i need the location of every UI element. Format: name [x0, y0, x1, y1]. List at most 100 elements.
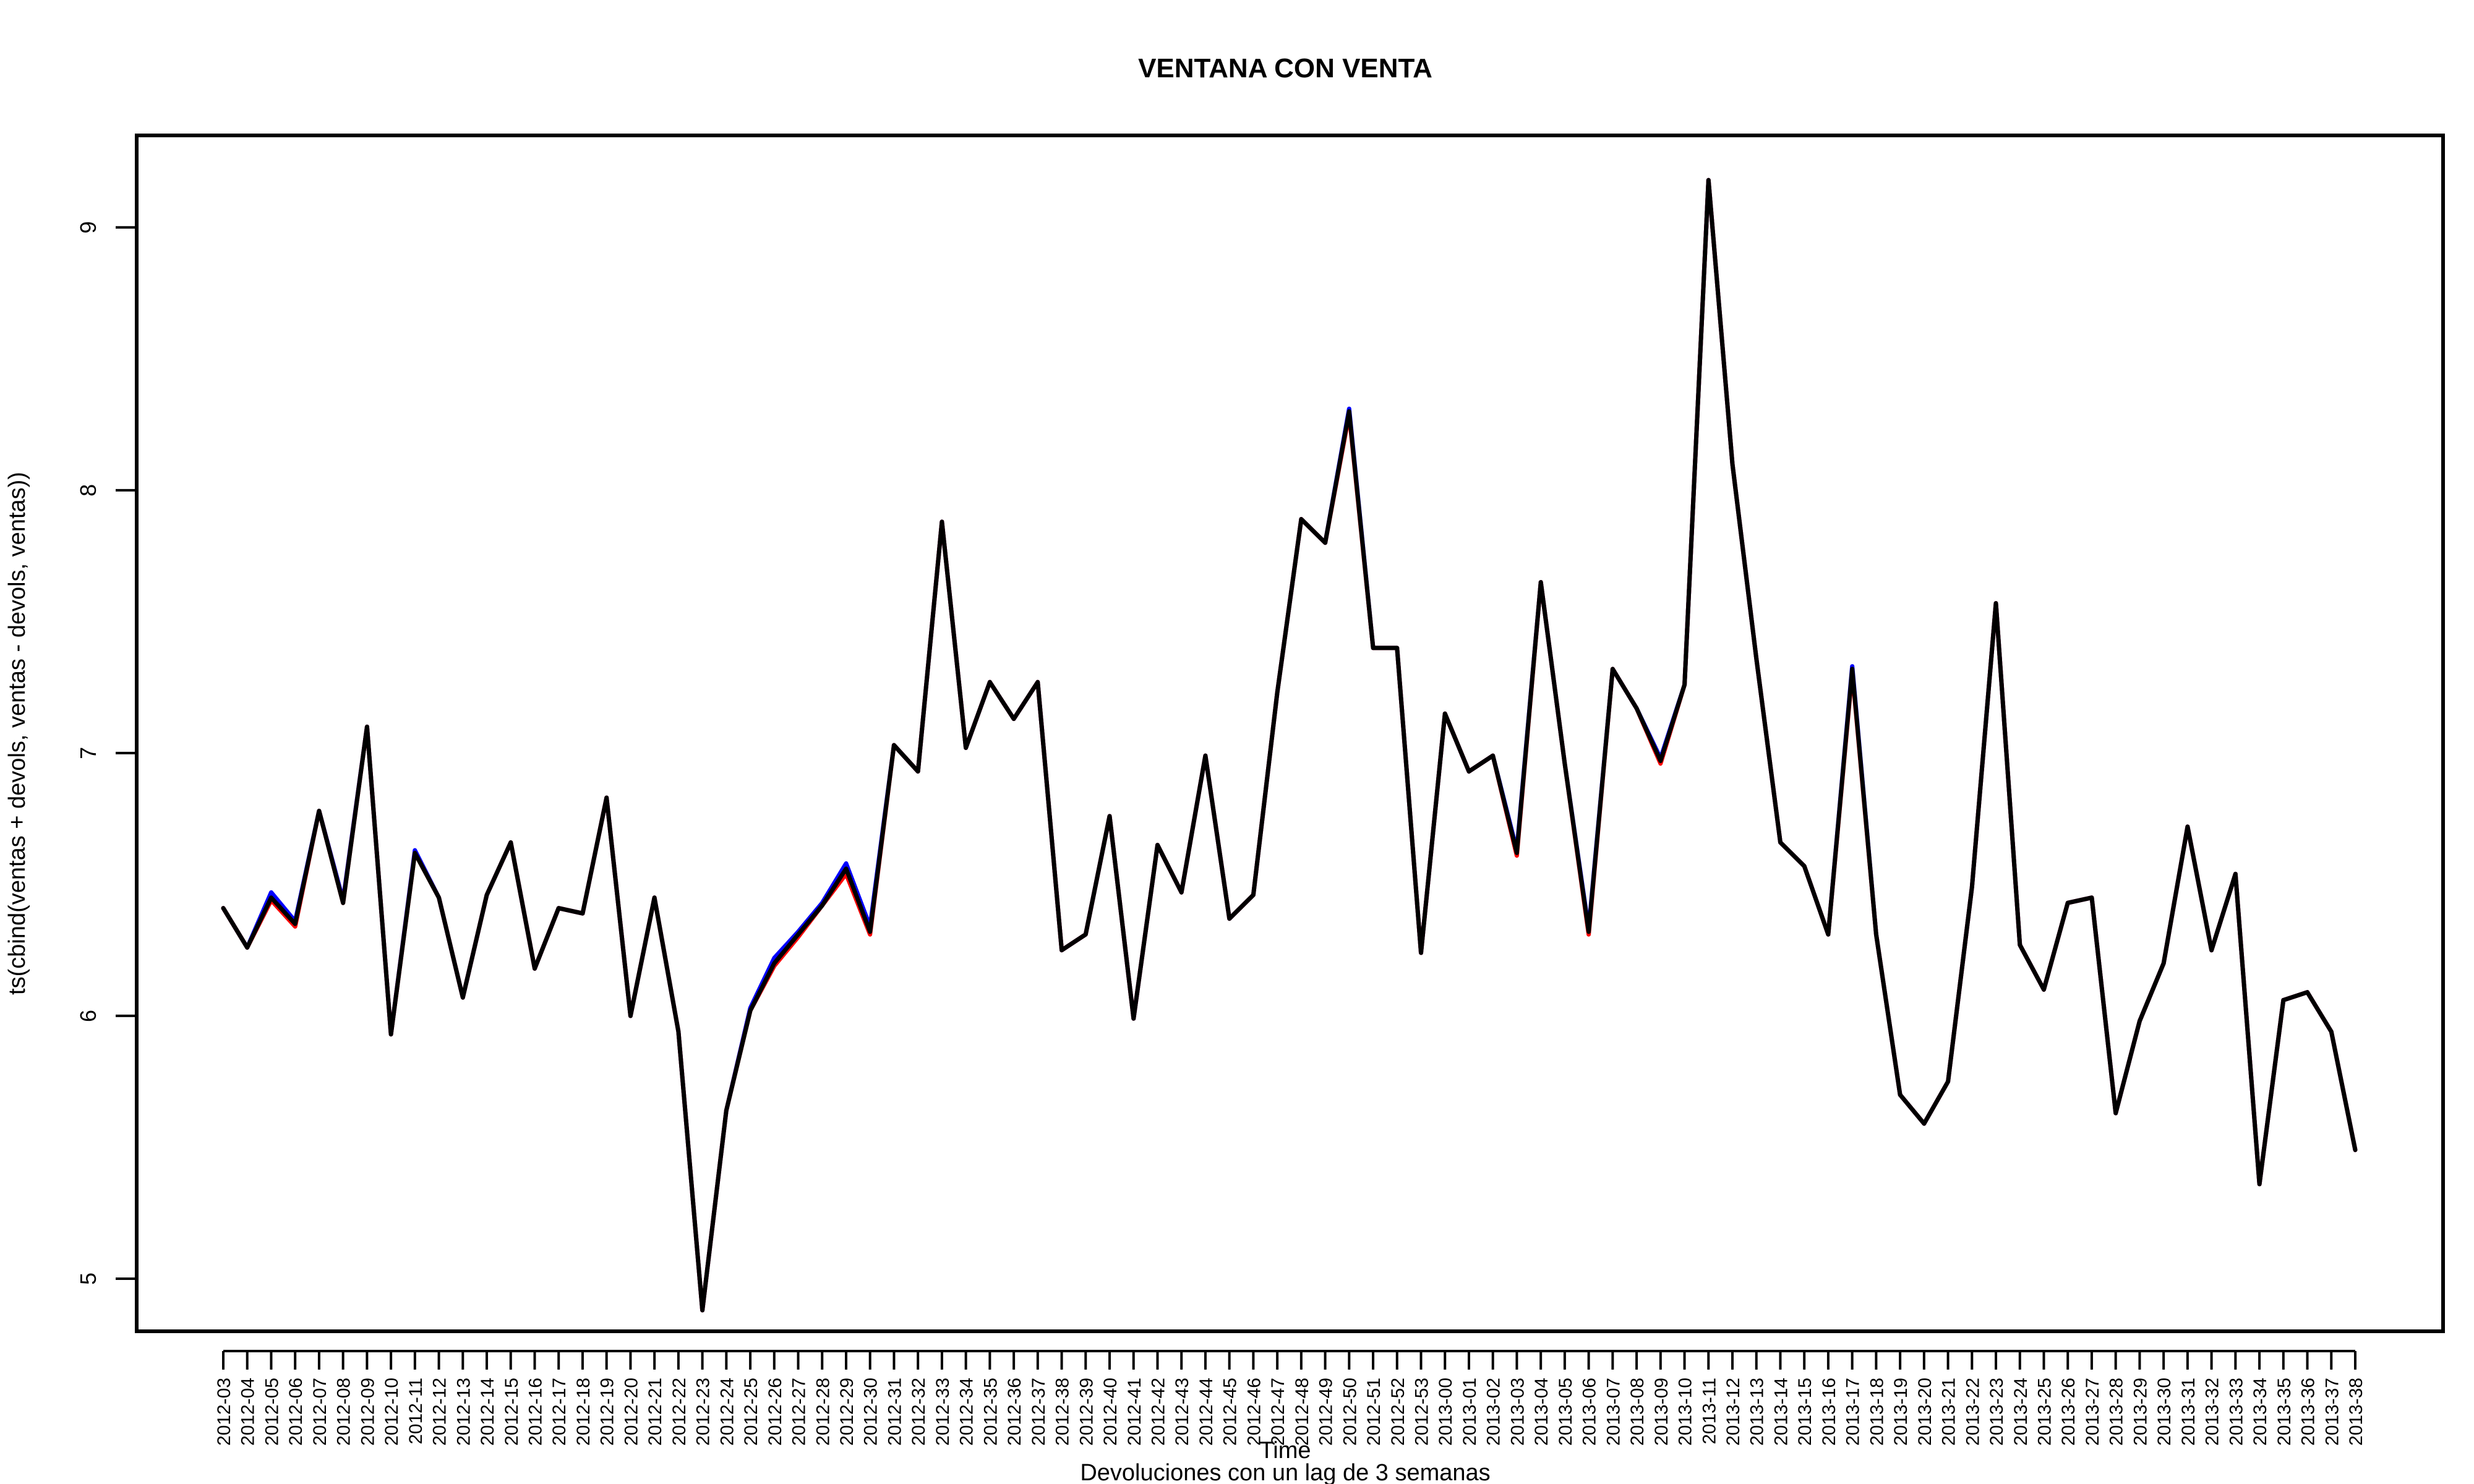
x-tick-label: 2012-31	[884, 1378, 905, 1446]
x-tick-label: 2012-09	[357, 1378, 378, 1446]
x-tick-label: 2013-11	[1699, 1378, 1719, 1444]
x-tick-label: 2012-28	[813, 1378, 833, 1446]
x-tick-label: 2013-22	[1963, 1378, 1983, 1446]
x-tick-label: 2013-01	[1460, 1378, 1480, 1446]
x-tick-label: 2012-50	[1340, 1378, 1360, 1446]
y-tick-label: 5	[75, 1273, 101, 1285]
x-tick-label: 2012-42	[1148, 1378, 1168, 1446]
x-tick-label: 2013-20	[1915, 1378, 1935, 1446]
x-tick-label: 2012-47	[1268, 1378, 1288, 1446]
x-tick-label: 2012-13	[453, 1378, 474, 1446]
x-tick-label: 2013-33	[2226, 1378, 2246, 1446]
x-tick-label: 2012-44	[1196, 1378, 1217, 1446]
x-tick-label: 2013-27	[2082, 1378, 2103, 1446]
x-tick-label: 2012-26	[765, 1378, 785, 1446]
x-tick-label: 2012-19	[597, 1378, 618, 1446]
x-tick-label: 2013-02	[1484, 1378, 1504, 1446]
x-tick-label: 2012-38	[1053, 1378, 1073, 1446]
x-tick-label: 2012-40	[1100, 1378, 1121, 1446]
x-tick-label: 2013-29	[2130, 1378, 2151, 1446]
x-tick-label: 2012-23	[693, 1378, 714, 1446]
x-tick-label: 2012-05	[262, 1378, 282, 1446]
x-tick-label: 2012-04	[238, 1378, 259, 1446]
x-tick-label: 2012-22	[669, 1378, 690, 1446]
x-tick-label: 2012-17	[549, 1378, 570, 1446]
x-tick-label: 2013-32	[2202, 1378, 2223, 1446]
x-tick-label: 2012-32	[909, 1378, 929, 1446]
x-tick-label: 2013-35	[2274, 1378, 2295, 1446]
x-tick-label: 2012-33	[933, 1378, 953, 1446]
x-tick-label: 2012-10	[382, 1378, 402, 1446]
x-tick-label: 2013-14	[1771, 1378, 1791, 1446]
x-tick-label: 2013-26	[2058, 1378, 2079, 1446]
x-tick-label: 2012-52	[1388, 1378, 1408, 1446]
y-tick-label: 8	[75, 484, 101, 497]
x-tick-label: 2012-29	[837, 1378, 857, 1446]
x-tick-label: 2012-08	[334, 1378, 354, 1446]
x-tick-label: 2013-18	[1867, 1378, 1887, 1446]
x-tick-label: 2013-09	[1651, 1378, 1672, 1446]
x-tick-label: 2013-05	[1556, 1378, 1576, 1446]
x-tick-label: 2013-12	[1723, 1378, 1744, 1446]
x-tick-label: 2013-34	[2250, 1378, 2271, 1446]
x-tick-label: 2012-30	[861, 1378, 881, 1446]
x-tick-label: 2013-23	[1987, 1378, 2007, 1446]
x-tick-label: 2013-10	[1676, 1378, 1696, 1446]
x-tick-label: 2013-17	[1843, 1378, 1864, 1446]
x-tick-label: 2012-03	[214, 1378, 234, 1446]
x-tick-label: 2012-34	[957, 1378, 977, 1446]
x-tick-label: 2012-51	[1364, 1378, 1384, 1446]
x-tick-label: 2012-06	[286, 1378, 306, 1446]
x-tick-label: 2013-21	[1939, 1378, 1959, 1446]
x-tick-label: 2012-37	[1029, 1378, 1049, 1446]
x-axis-label: Time	[1259, 1438, 1311, 1464]
x-tick-label: 2013-24	[2011, 1378, 2031, 1446]
x-tick-label: 2013-06	[1580, 1378, 1600, 1446]
x-tick-label: 2012-24	[717, 1378, 737, 1446]
x-tick-label: 2013-28	[2107, 1378, 2127, 1446]
x-tick-label: 2013-37	[2322, 1378, 2342, 1446]
x-tick-label: 2012-21	[645, 1378, 666, 1446]
x-tick-label: 2012-14	[477, 1378, 498, 1446]
x-tick-label: 2012-49	[1316, 1378, 1337, 1446]
x-tick-label: 2013-00	[1436, 1378, 1456, 1446]
x-tick-label: 2013-03	[1507, 1378, 1528, 1446]
x-tick-label: 2013-15	[1795, 1378, 1815, 1446]
x-tick-label: 2013-25	[2035, 1378, 2055, 1446]
x-tick-label: 2012-27	[789, 1378, 810, 1446]
x-tick-label: 2012-39	[1076, 1378, 1097, 1446]
x-tick-label: 2013-07	[1603, 1378, 1624, 1446]
x-tick-label: 2012-11	[406, 1378, 426, 1444]
x-tick-label: 2013-08	[1627, 1378, 1648, 1446]
x-tick-label: 2012-07	[310, 1378, 330, 1446]
x-tick-label: 2013-16	[1819, 1378, 1839, 1446]
x-tick-label: 2013-19	[1891, 1378, 1911, 1446]
y-tick-label: 7	[75, 747, 101, 759]
x-tick-label: 2013-30	[2154, 1378, 2175, 1446]
x-tick-label: 2012-36	[1004, 1378, 1025, 1446]
x-tick-label: 2012-41	[1124, 1378, 1145, 1446]
chart-subtitle: Devoluciones con un lag de 3 semanas	[1080, 1460, 1490, 1484]
x-tick-label: 2012-35	[980, 1378, 1001, 1446]
x-tick-label: 2013-13	[1747, 1378, 1768, 1446]
x-tick-label: 2012-15	[502, 1378, 522, 1446]
x-tick-label: 2012-43	[1172, 1378, 1192, 1446]
chart-title: VENTANA CON VENTA	[1138, 53, 1432, 83]
x-tick-label: 2012-16	[525, 1378, 546, 1446]
x-tick-label: 2012-12	[430, 1378, 450, 1446]
x-tick-label: 2012-46	[1244, 1378, 1264, 1446]
x-tick-label: 2013-36	[2298, 1378, 2319, 1446]
x-tick-label: 2012-25	[741, 1378, 761, 1446]
y-axis-label: ts(cbind(ventas + devols, ventas - devol…	[4, 472, 30, 995]
x-tick-label: 2013-31	[2178, 1378, 2199, 1446]
y-axis: 5 6 7 8 9	[75, 221, 137, 1285]
x-tick-label: 2013-38	[2346, 1378, 2366, 1446]
x-tick-label: 2012-53	[1412, 1378, 1432, 1446]
x-tick-label: 2012-18	[573, 1378, 594, 1446]
x-axis: 2012-03 2012-04 2012-05 2012-06 2012-07 2012-…	[214, 1350, 2366, 1446]
y-tick-label: 9	[75, 221, 101, 234]
series-lines	[221, 177, 2358, 1313]
x-tick-label: 2013-04	[1531, 1378, 1552, 1446]
